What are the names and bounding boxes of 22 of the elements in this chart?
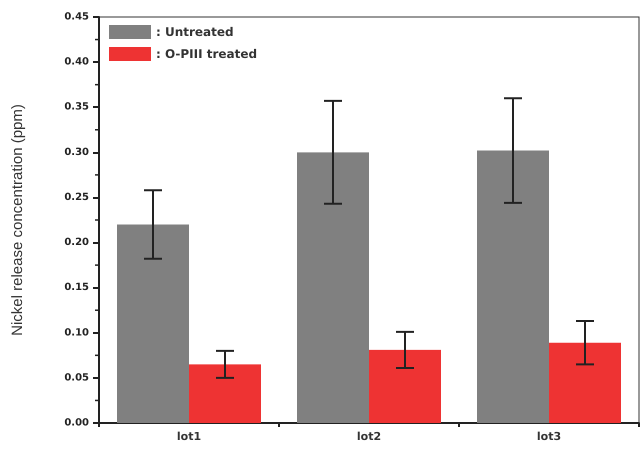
y-tick-label: 0.25 [64, 192, 90, 203]
y-axis-title: Nickel release concentration (ppm) [9, 104, 26, 336]
y-tick-label: 0.35 [64, 102, 90, 113]
x-tick-label: lot3 [536, 430, 562, 443]
x-tick-label: lot1 [176, 430, 202, 443]
y-tick-label: 0.05 [64, 372, 90, 384]
bar [369, 350, 441, 423]
bar [477, 150, 549, 423]
y-tick-label: 0.15 [64, 282, 90, 294]
y-tick-label: 0.40 [64, 56, 90, 68]
bar [297, 152, 369, 423]
bar [549, 342, 621, 423]
y-tick-label: 0.10 [64, 327, 90, 338]
y-tick-label: 0.20 [64, 237, 90, 248]
y-tick-label: 0.00 [64, 418, 90, 428]
legend-label: : Untreated [156, 25, 234, 39]
y-tick-label: 0.30 [64, 146, 90, 158]
bar [189, 364, 261, 423]
bar [117, 224, 189, 423]
x-tick-label: lot2 [356, 430, 382, 443]
y-tick-label: 0.45 [64, 12, 90, 22]
legend-label: : O-PIII treated [156, 47, 258, 61]
